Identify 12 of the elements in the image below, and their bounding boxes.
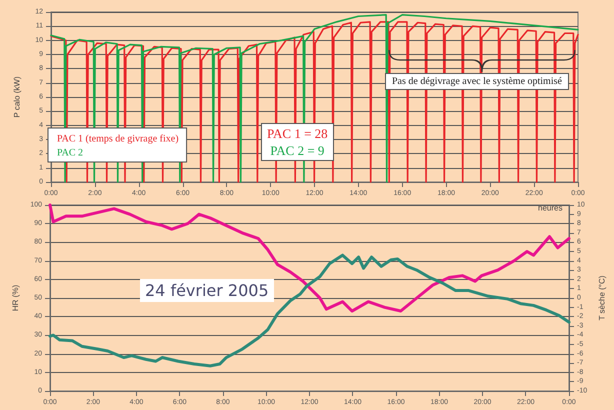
series-label: PAC 2	[57, 148, 84, 158]
x-axis-title: heures	[538, 204, 562, 212]
annotation: PAC 2 = 9	[269, 142, 326, 159]
annotation: PAC 1 = 28	[267, 125, 328, 142]
y2-axis-title: T sèche (°C)	[598, 275, 606, 320]
annotation: 24 février 2005	[140, 279, 274, 302]
series-label: PAC 1 (temps de givrage fixe)	[57, 134, 179, 144]
y-axis-title: HR (%)	[10, 284, 20, 312]
annotation: Pas de dégivrage avec le système optimisé	[385, 73, 569, 90]
line-series	[48, 204, 570, 313]
y-axis-title: P calo (kW)	[12, 76, 22, 118]
line-series	[48, 254, 570, 368]
